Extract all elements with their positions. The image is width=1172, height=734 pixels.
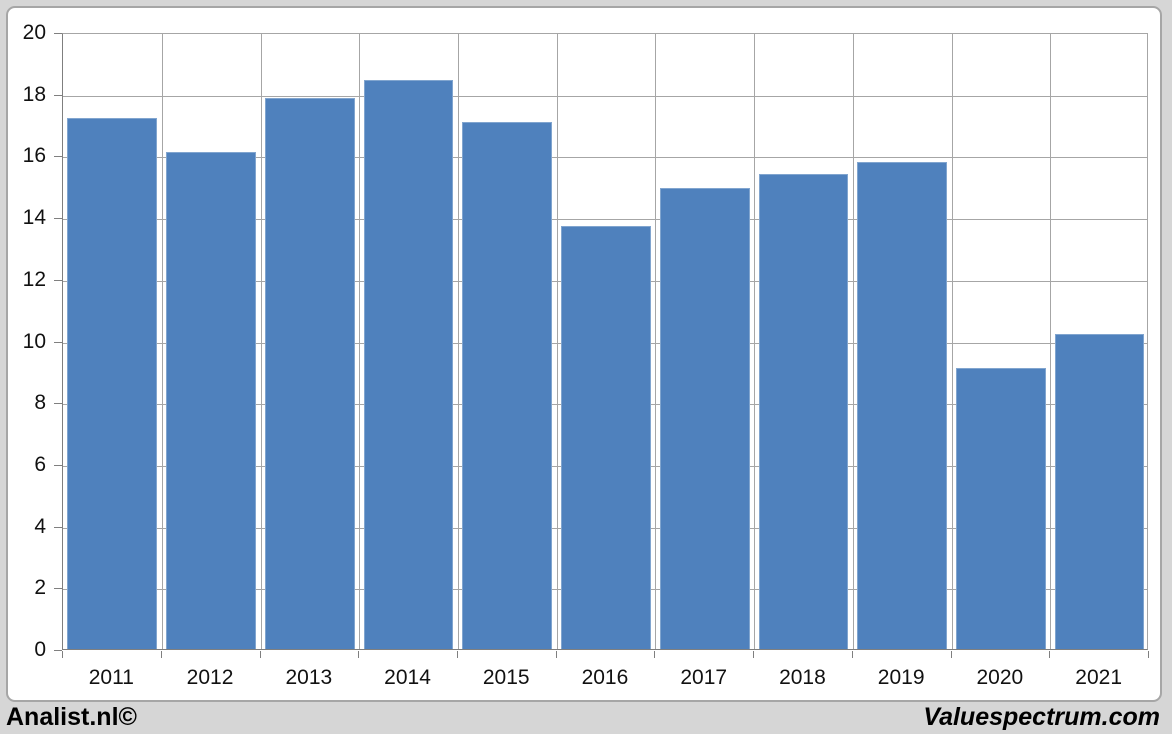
gridline-vertical <box>359 34 361 649</box>
y-tick-mark <box>54 341 62 343</box>
x-tick-mark <box>851 651 853 658</box>
bar-2012 <box>166 152 256 649</box>
source-credit-valuespectrum: Valuespectrum.com <box>923 703 1160 731</box>
y-tick-mark <box>54 94 62 96</box>
bar-2018 <box>758 173 849 649</box>
gridline-horizontal <box>63 157 1147 159</box>
y-tick-mark <box>54 464 62 466</box>
x-tick-mark <box>62 651 63 658</box>
y-tick-mark <box>54 33 62 34</box>
gridline-vertical <box>457 34 459 649</box>
x-tick-mark <box>555 651 557 658</box>
x-tick-mark <box>1049 651 1051 658</box>
bar-2017 <box>659 187 750 649</box>
y-tick-label: 16 <box>22 144 46 168</box>
y-tick-label: 0 <box>34 638 46 661</box>
y-tick-label: 8 <box>34 391 46 415</box>
x-tick-mark <box>950 651 952 658</box>
bar-2014 <box>363 79 454 649</box>
y-tick-mark <box>54 156 62 158</box>
x-tick-label: 2013 <box>285 666 333 689</box>
x-tick-mark <box>259 651 261 658</box>
x-tick-label: 2012 <box>186 666 234 689</box>
y-tick-label: 14 <box>22 206 46 230</box>
gridline-horizontal <box>63 95 1147 97</box>
bar-2013 <box>264 98 355 649</box>
bar-2011 <box>67 118 158 649</box>
y-tick-label: 10 <box>22 329 46 353</box>
y-tick-label: 6 <box>34 452 46 476</box>
y-tick-mark <box>54 650 62 651</box>
x-tick-label: 2014 <box>384 666 431 689</box>
x-tick-label: 2019 <box>877 666 925 689</box>
x-tick-mark <box>753 651 755 658</box>
source-credit-analist: Analist.nl© <box>6 703 137 731</box>
bar-2020 <box>956 368 1046 649</box>
bar-2015 <box>462 121 553 649</box>
y-tick-mark <box>54 279 62 281</box>
y-tick-mark <box>54 403 62 405</box>
y-tick-label: 12 <box>22 267 46 291</box>
x-tick-label: 2018 <box>779 666 826 689</box>
footer: Analist.nl© Valuespectrum.com <box>0 703 1172 734</box>
gridline-vertical <box>655 34 657 649</box>
y-tick-label: 18 <box>22 82 46 106</box>
plot-area <box>62 33 1148 650</box>
x-tick-mark <box>358 651 360 658</box>
y-tick-label: 20 <box>22 21 46 44</box>
y-tick-mark <box>54 526 62 528</box>
y-tick-label: 4 <box>34 514 46 538</box>
x-tick-label: 2021 <box>1075 666 1122 689</box>
x-tick-mark <box>160 651 162 658</box>
x-tick-mark <box>654 651 656 658</box>
gridline-vertical <box>1050 34 1052 649</box>
y-tick-mark <box>54 588 62 590</box>
gridline-vertical <box>754 34 756 649</box>
gridline-vertical <box>260 34 262 649</box>
y-tick-label: 2 <box>34 576 46 600</box>
gridline-vertical <box>951 34 953 649</box>
x-tick-label: 2020 <box>976 666 1024 689</box>
x-tick-mark <box>1148 651 1149 658</box>
x-tick-label: 2015 <box>482 666 530 689</box>
bar-2016 <box>561 226 651 649</box>
y-tick-mark <box>54 218 62 220</box>
gridline-vertical <box>161 34 163 649</box>
gridline-vertical <box>556 34 558 649</box>
gridline-horizontal <box>63 219 1147 221</box>
x-tick-label: 2011 <box>88 666 134 689</box>
bar-2021 <box>1054 334 1145 649</box>
x-tick-mark <box>456 651 458 658</box>
x-tick-label: 2016 <box>581 666 629 689</box>
gridline-vertical <box>852 34 854 649</box>
x-tick-label: 2017 <box>680 666 728 689</box>
bar-2019 <box>857 161 948 649</box>
